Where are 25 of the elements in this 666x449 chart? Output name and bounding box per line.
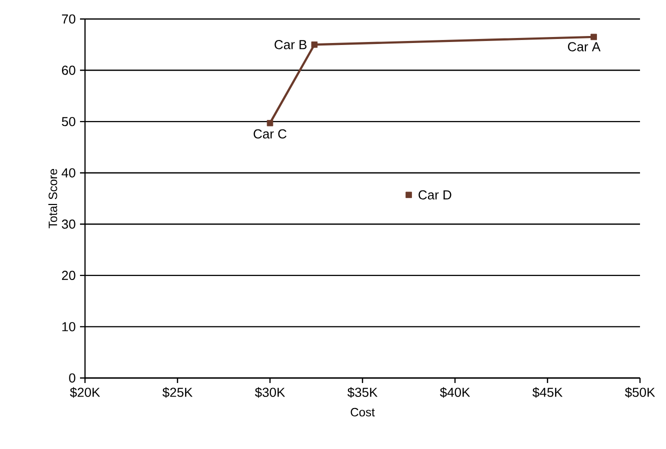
point	[311, 41, 318, 48]
x-tick-label: $30K	[254, 387, 286, 398]
x-tick-label: $50K	[624, 387, 656, 398]
annotation: Car B	[274, 40, 307, 50]
y-tick-label: 70	[62, 14, 76, 24]
x-tick-label: $40K	[440, 387, 470, 398]
x-tick-label: $25K	[162, 387, 193, 398]
y-tick-label: 0	[69, 373, 76, 383]
x-axis-title: Cost	[350, 408, 375, 416]
annotation: Car C	[254, 129, 286, 138]
y-tick-label: 20	[62, 270, 76, 280]
x-tick-label: $20K	[70, 387, 100, 398]
y-tick-label: 10	[62, 322, 76, 332]
point	[266, 120, 274, 126]
annotation: Car D	[418, 190, 452, 200]
y-tick-label: 50	[62, 116, 76, 126]
y-tick-label: 30	[62, 220, 76, 229]
y-axis-title: Total Score	[48, 169, 58, 228]
x-tick-label: $45K	[532, 387, 563, 398]
x-tick-label: $35K	[347, 387, 378, 398]
point	[590, 34, 597, 40]
annotation: Car A	[568, 42, 601, 52]
y-tick-label: 40	[62, 168, 76, 178]
y-tick-label: 60	[62, 66, 76, 75]
point	[406, 192, 412, 198]
